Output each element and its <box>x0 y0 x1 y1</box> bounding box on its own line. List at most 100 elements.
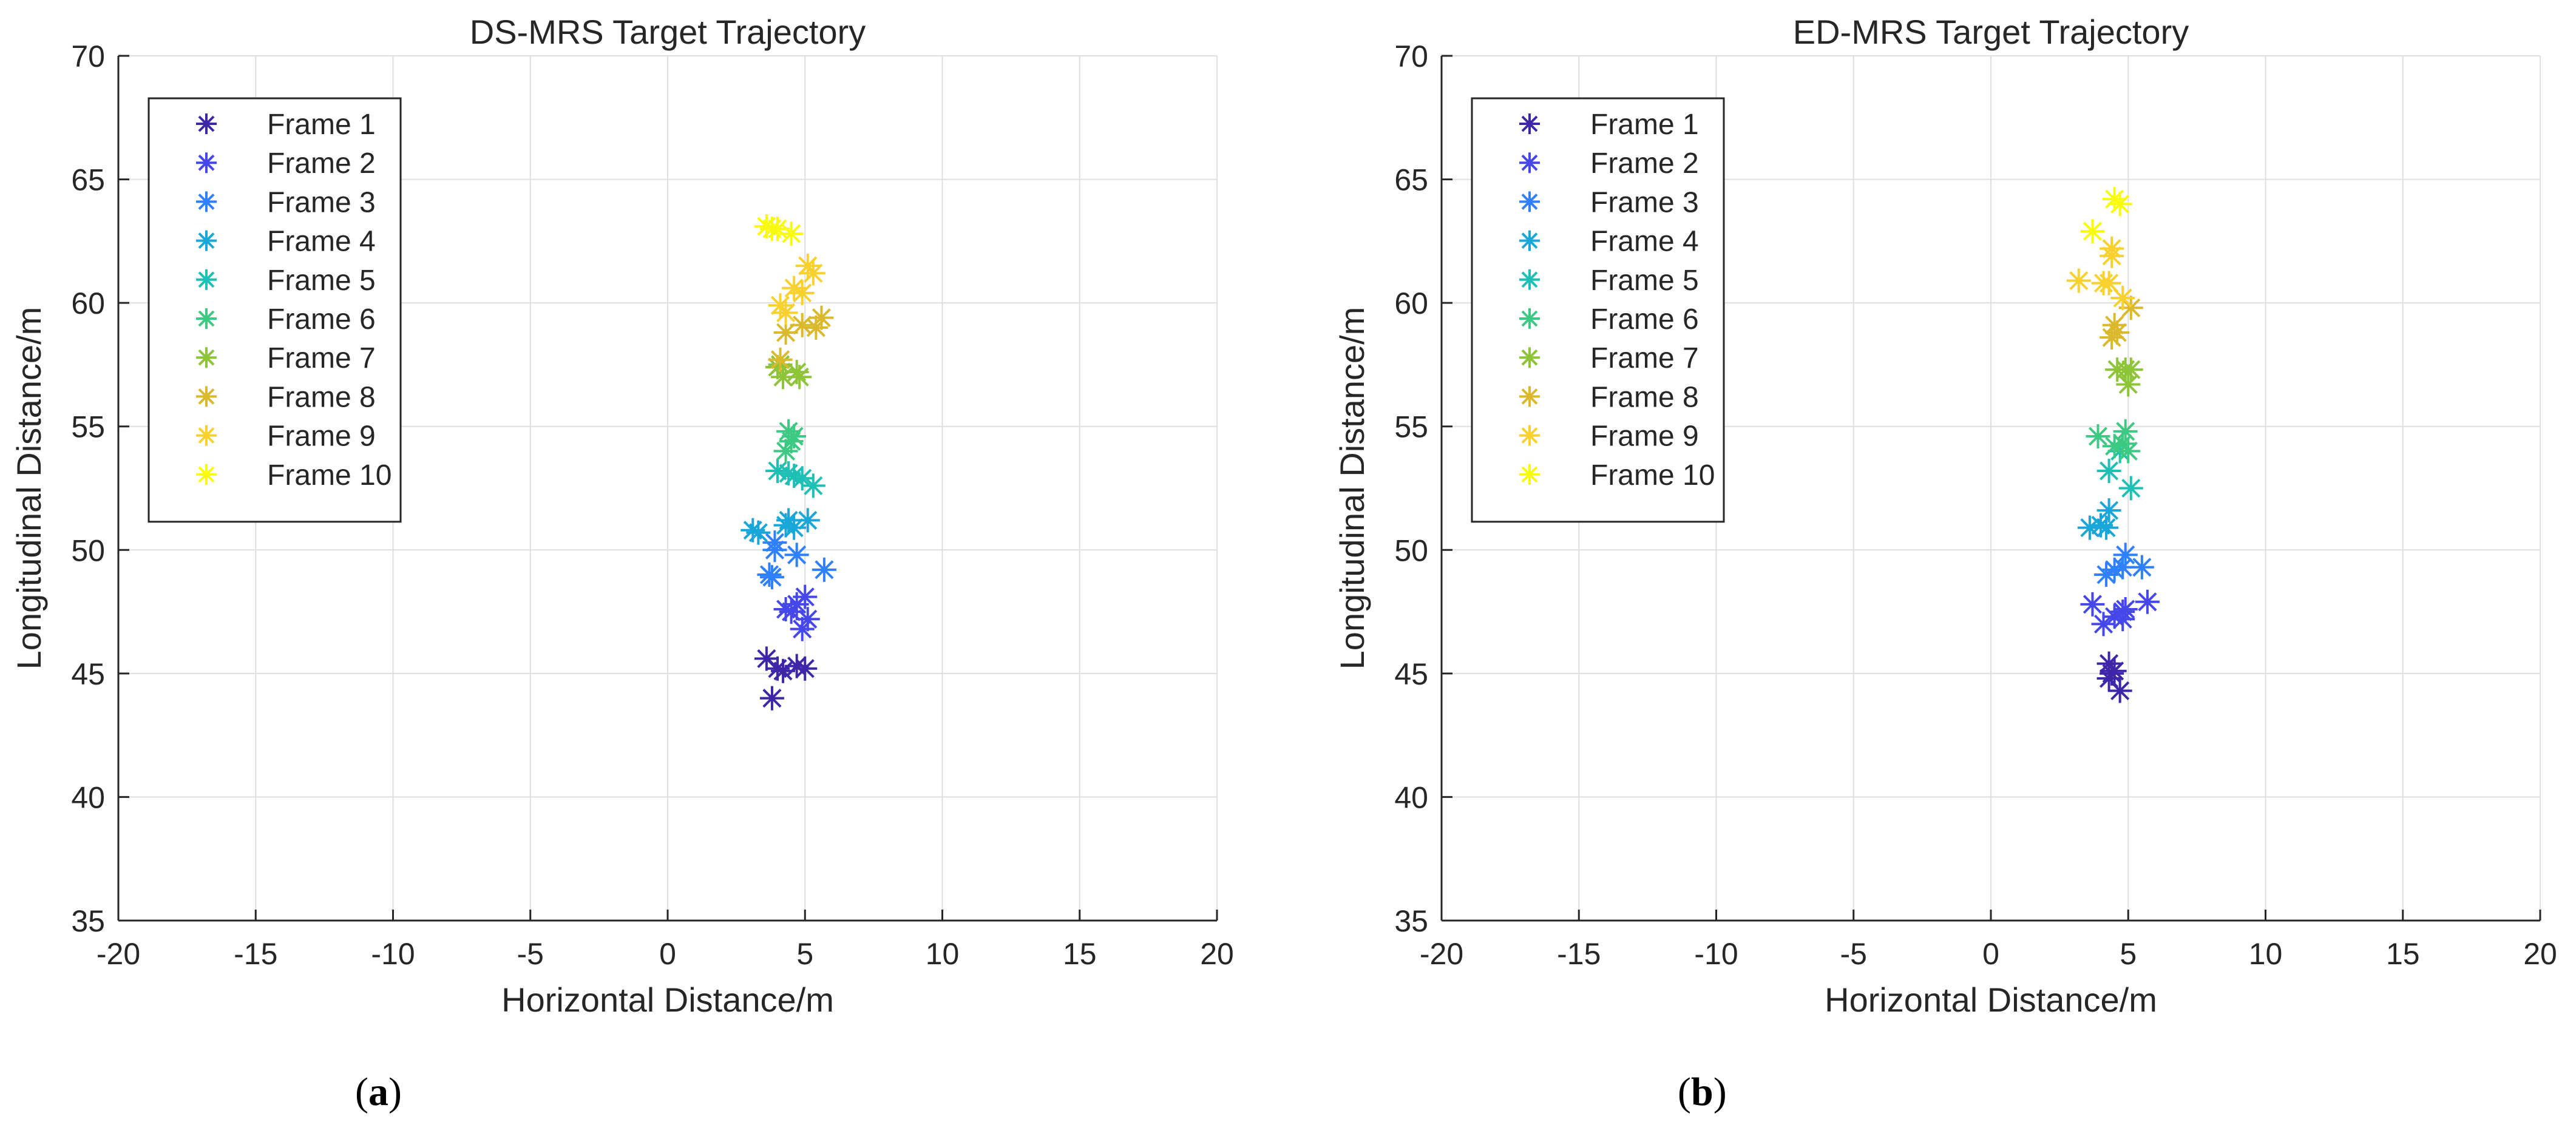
x-tick-label: -5 <box>1840 937 1867 971</box>
data-point <box>2118 476 2143 501</box>
legend-marker <box>196 230 217 251</box>
x-tick-label: 15 <box>2386 937 2420 971</box>
data-point <box>741 518 765 542</box>
legend-marker <box>196 152 217 174</box>
y-tick-label: 65 <box>1394 163 1428 197</box>
data-point <box>2118 357 2143 382</box>
series-frame-2 <box>773 584 820 641</box>
series-frame-7 <box>2105 357 2143 397</box>
data-point <box>759 686 784 711</box>
data-point <box>2110 555 2135 580</box>
series-frame-8 <box>768 305 834 372</box>
legend-label: Frame 2 <box>1590 147 1699 180</box>
data-point <box>784 542 809 567</box>
data-point <box>773 300 798 325</box>
data-point <box>795 508 820 533</box>
data-point <box>2107 192 2132 217</box>
y-tick-label: 35 <box>71 904 105 938</box>
data-point <box>2105 320 2130 345</box>
series-frame-9 <box>768 254 825 325</box>
data-point <box>2102 604 2127 629</box>
data-point <box>790 313 815 337</box>
data-point <box>2118 296 2143 320</box>
y-axis-label: Longitudinal Distance/m <box>1333 307 1371 670</box>
x-axis-label: Horizontal Distance/m <box>1825 981 2157 1019</box>
data-point <box>771 365 796 390</box>
x-tick-label: 0 <box>1982 937 1999 971</box>
data-point <box>773 439 798 464</box>
series-frame-6 <box>2086 419 2141 464</box>
data-point <box>782 464 807 488</box>
data-point <box>2096 498 2121 523</box>
x-tick-label: -5 <box>517 937 544 971</box>
x-tick-label: -20 <box>1420 937 1463 971</box>
series-frame-9 <box>2066 236 2135 310</box>
data-point <box>2129 555 2154 580</box>
legend-box <box>147 97 402 523</box>
data-point <box>2086 424 2110 448</box>
data-point <box>2116 439 2141 464</box>
legend-label: Frame 4 <box>267 226 376 258</box>
x-tick-label: 20 <box>1200 937 1234 971</box>
data-point <box>2102 557 2127 582</box>
data-point <box>782 275 807 300</box>
series-frame-8 <box>2100 296 2143 350</box>
data-point <box>765 217 790 241</box>
legend-label: Frame 5 <box>1590 265 1699 297</box>
data-point <box>793 656 818 681</box>
data-point <box>2100 243 2124 268</box>
legend-label: Frame 8 <box>1590 381 1699 413</box>
legend-label: Frame 1 <box>1590 109 1699 141</box>
x-tick-label: 0 <box>659 937 676 971</box>
y-tick-label: 40 <box>71 780 105 814</box>
x-tick-label: 15 <box>1063 937 1097 971</box>
x-tick-label: -20 <box>97 937 140 971</box>
data-point <box>790 617 815 641</box>
legend-label: Frame 5 <box>267 265 376 297</box>
legend-label: Frame 1 <box>267 109 376 141</box>
legend-label: Frame 4 <box>1590 226 1699 258</box>
data-point <box>2094 515 2119 540</box>
legend-label: Frame 7 <box>267 342 376 374</box>
x-tick-label: -10 <box>1694 937 1738 971</box>
data-point <box>2110 607 2135 632</box>
data-point <box>801 261 825 286</box>
data-point <box>779 429 804 454</box>
legend-label: Frame 6 <box>1590 303 1699 336</box>
data-point <box>2113 419 2138 444</box>
y-tick-label: 50 <box>71 533 105 567</box>
data-point <box>754 214 779 238</box>
x-tick-label: -15 <box>234 937 277 971</box>
data-point <box>754 646 779 671</box>
data-point <box>782 515 807 540</box>
data-point <box>2080 592 2105 617</box>
legend-marker <box>1519 464 1540 485</box>
x-tick-label: 10 <box>2249 937 2283 971</box>
data-point <box>2091 612 2116 637</box>
legend-marker <box>1519 425 1540 446</box>
data-point <box>768 347 793 372</box>
data-point <box>776 461 801 486</box>
y-tick-label: 55 <box>1394 410 1428 444</box>
x-axis-label: Horizontal Distance/m <box>501 981 834 1019</box>
legend-box <box>1471 97 1725 523</box>
data-point <box>793 584 818 609</box>
x-tick-label: -15 <box>1557 937 1601 971</box>
x-tick-label: 10 <box>926 937 960 971</box>
series-frame-2 <box>2080 589 2160 637</box>
y-tick-label: 60 <box>1394 286 1428 320</box>
legend-marker <box>196 308 217 329</box>
data-point <box>812 557 836 582</box>
series-frame-1 <box>2096 651 2132 703</box>
chart-title: DS-MRS Target Trajectory <box>470 13 866 51</box>
data-point <box>801 473 825 498</box>
legend-marker <box>1519 230 1540 251</box>
y-tick-label: 70 <box>71 39 105 73</box>
y-tick-label: 45 <box>71 657 105 691</box>
y-tick-label: 40 <box>1394 780 1428 814</box>
data-point <box>784 654 809 678</box>
data-point <box>787 365 812 390</box>
legend-label: Frame 8 <box>267 381 376 413</box>
legend-marker <box>196 113 217 134</box>
data-point <box>765 656 790 681</box>
